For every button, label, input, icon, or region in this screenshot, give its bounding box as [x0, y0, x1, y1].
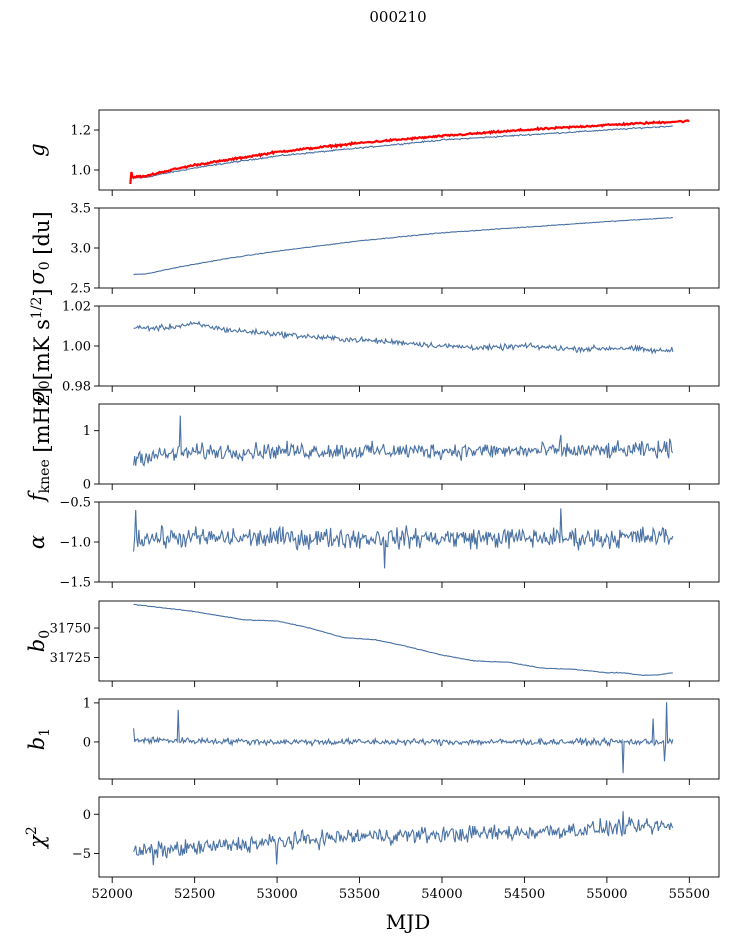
y-axis-label-sigma0: σ0 [du] — [25, 211, 54, 284]
gain-series-1 — [129, 119, 690, 185]
x-tick-label: 52000 — [92, 887, 133, 902]
y-tick-label: 31750 — [50, 622, 91, 637]
y-axis-label-chi2: χ2 — [24, 826, 49, 850]
gain-series-0 — [130, 125, 673, 179]
x-tick-label: 55000 — [586, 887, 627, 902]
sigma0_k-series-0 — [133, 320, 674, 355]
alpha-series-0 — [133, 508, 674, 569]
y-tick-label: 1.2 — [70, 124, 91, 139]
y-tick-label: −0.5 — [59, 496, 91, 511]
panel-b1: 0 1 b1 — [25, 696, 720, 785]
axes-frame — [98, 109, 720, 191]
y-tick-label: −1.0 — [59, 536, 91, 551]
x-tick-label: 53500 — [339, 887, 380, 902]
y-tick-label: −1.5 — [59, 576, 91, 591]
figure-title: 000210 — [369, 8, 426, 26]
axes-frame — [98, 796, 720, 878]
y-tick-label: 2.5 — [70, 282, 91, 297]
b1-series-0 — [133, 702, 674, 774]
x-tick-label: 53000 — [256, 887, 297, 902]
y-axis-label-gain: g — [25, 143, 49, 156]
y-tick-label: 0 — [83, 735, 91, 750]
y-axis-label-b0: b0 — [25, 630, 53, 652]
panel-gain: 1.0 1.2 g — [25, 109, 720, 196]
y-tick-label: 0 — [83, 808, 91, 823]
y-tick-label: 3.5 — [70, 202, 91, 217]
sigma0-series-0 — [133, 217, 673, 276]
y-tick-label: 31725 — [50, 651, 91, 666]
y-tick-label: 1 — [83, 424, 91, 439]
panel-chi2: −5 0 52000 52500 53000 53500 54000 54500 55000 55… — [24, 796, 720, 902]
x-tick-label: 54500 — [504, 887, 545, 902]
chi2-series-0 — [133, 811, 674, 866]
b0-series-0 — [133, 603, 674, 676]
y-tick-label: 1.02 — [62, 300, 91, 315]
axes-frame — [98, 305, 720, 387]
panels: 1.0 1.2 g 2.5 3.0 3.5 σ0 [du] 0.98 1.00 1.02 σ0[mK… — [24, 109, 720, 902]
axes-frame — [98, 403, 720, 485]
panel-sigma0: 2.5 3.0 3.5 σ0 [du] — [25, 202, 720, 297]
y-tick-label: −5 — [72, 847, 91, 862]
y-tick-label: 1 — [83, 696, 91, 711]
y-axis-label-sigma0_k: σ0[mK s1/2] — [25, 288, 54, 403]
x-tick-label: 52500 — [174, 887, 215, 902]
y-tick-label: 1.00 — [62, 340, 91, 355]
y-tick-label: 0.98 — [62, 380, 91, 395]
panel-fknee: 0 1 fknee [mHz] — [25, 387, 720, 503]
fknee-series-0 — [133, 415, 674, 468]
panel-alpha: −1.5 −1.0 −0.5 α — [25, 496, 720, 591]
x-axis-label: MJD — [386, 910, 431, 934]
axes-frame — [98, 600, 720, 682]
y-tick-label: 1.0 — [70, 164, 91, 179]
y-tick-label: 3.0 — [70, 242, 91, 257]
panel-sigma0_k: 0.98 1.00 1.02 σ0[mK s1/2] — [25, 288, 720, 404]
axes-frame — [98, 698, 720, 780]
y-tick-label: 0 — [83, 478, 91, 493]
y-axis-label-b1: b1 — [25, 728, 53, 750]
x-tick-label: 54000 — [421, 887, 462, 902]
y-axis-label-alpha: α — [25, 535, 49, 549]
y-axis-label-fknee: fknee [mHz] — [25, 387, 54, 503]
x-tick-label: 55500 — [669, 887, 710, 902]
